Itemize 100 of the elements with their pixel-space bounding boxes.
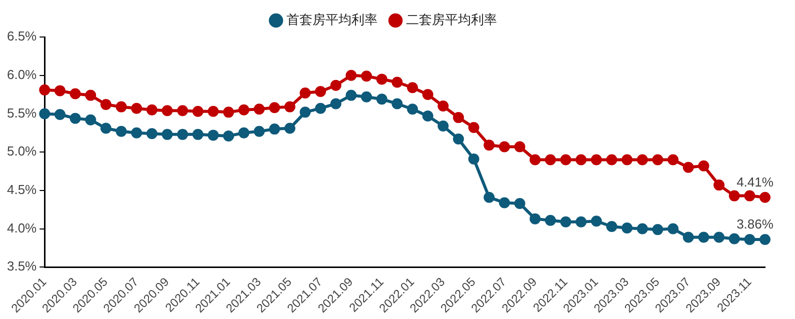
point (269, 124, 280, 135)
y-tick-label: 4.5% (6, 182, 38, 198)
point (100, 122, 112, 134)
y-tick-label: 6.0% (6, 66, 38, 82)
point (54, 108, 66, 120)
point (576, 216, 587, 228)
point (560, 154, 572, 166)
annotation: 3.86% (736, 216, 774, 232)
point (346, 70, 357, 81)
point (514, 141, 526, 152)
point (682, 232, 694, 243)
point (514, 198, 526, 209)
point (682, 162, 694, 173)
point (116, 101, 127, 112)
point (192, 128, 204, 140)
point (361, 91, 372, 102)
point (100, 99, 112, 110)
point (698, 160, 710, 172)
point (636, 154, 648, 166)
point (468, 153, 480, 164)
point (146, 128, 158, 140)
point (760, 192, 770, 203)
legend-label: 二套房平均利率 (406, 12, 497, 28)
point (376, 74, 388, 85)
point (560, 216, 572, 228)
point (622, 154, 633, 166)
point (452, 134, 464, 145)
point (484, 140, 495, 151)
point (192, 106, 204, 117)
point (346, 90, 357, 101)
point (468, 122, 480, 134)
point (668, 154, 679, 166)
point (714, 180, 725, 191)
point (223, 106, 234, 118)
y-tick-label: 5.5% (6, 105, 38, 120)
point (300, 88, 311, 98)
point (728, 233, 740, 244)
point (162, 128, 173, 140)
point (438, 100, 449, 112)
point (652, 154, 664, 166)
point (269, 102, 280, 114)
point (376, 94, 388, 105)
point (39, 108, 50, 120)
point (606, 154, 618, 166)
point (498, 141, 510, 152)
point (544, 214, 556, 226)
point (698, 232, 710, 243)
point (208, 130, 219, 141)
y-tick-label: 5.0% (6, 144, 38, 159)
y-tick-label: 3.5% (6, 258, 38, 274)
point (406, 104, 418, 115)
point (728, 190, 740, 202)
point (85, 114, 96, 126)
point (254, 104, 265, 115)
point (484, 192, 495, 203)
point (70, 112, 81, 124)
y-tick-label: 4.0% (6, 220, 38, 236)
point (422, 89, 434, 100)
point (406, 82, 418, 94)
point (70, 88, 81, 100)
y-tick-label: 6.5% (6, 28, 38, 44)
point (392, 76, 403, 88)
point (284, 101, 296, 112)
point (361, 70, 372, 82)
point (330, 80, 342, 91)
point (668, 223, 679, 234)
point (744, 234, 756, 246)
point (315, 86, 326, 97)
point (330, 98, 342, 110)
point (576, 154, 587, 166)
point (208, 106, 219, 117)
point (498, 197, 510, 208)
point (116, 126, 127, 137)
point (238, 127, 250, 138)
point (284, 122, 296, 134)
point (438, 120, 449, 132)
point (223, 130, 234, 142)
point (606, 220, 618, 232)
point (238, 104, 250, 116)
point (422, 110, 434, 122)
point (162, 105, 173, 116)
point (39, 84, 50, 96)
point (131, 102, 142, 114)
point (452, 112, 464, 124)
point (392, 98, 403, 110)
point (744, 190, 756, 202)
point (714, 232, 725, 243)
point (530, 213, 541, 224)
point (146, 104, 158, 116)
annotation: 4.41% (736, 174, 774, 190)
point (760, 234, 770, 246)
point (177, 128, 188, 140)
point (530, 154, 541, 166)
point (590, 216, 602, 227)
point (315, 102, 326, 114)
point (54, 85, 66, 96)
legend-label: 首套房平均利率 (286, 12, 378, 28)
point (544, 154, 556, 166)
point (177, 105, 188, 116)
point (254, 126, 265, 137)
